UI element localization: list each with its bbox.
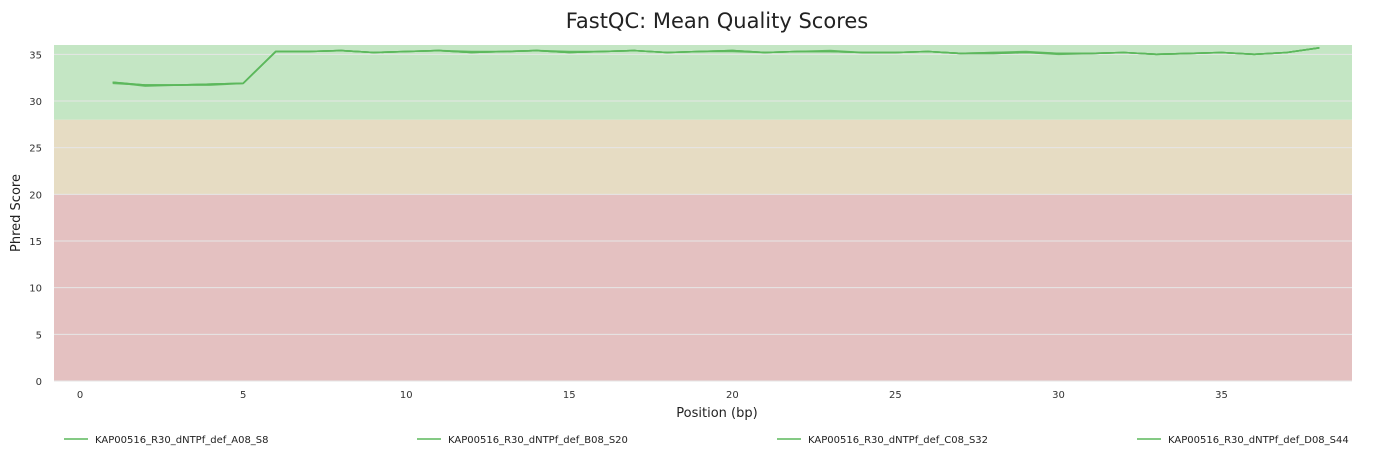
x-tick-label: 5 xyxy=(240,390,246,401)
chart-title: FastQC: Mean Quality Scores xyxy=(566,9,869,33)
y-tick-label: 20 xyxy=(29,190,42,201)
quality-band-1 xyxy=(54,119,1352,195)
legend-entry: KAP00516_R30_dNTPf_def_A08_S8 xyxy=(95,435,269,446)
legend-entry: KAP00516_R30_dNTPf_def_D08_S44 xyxy=(1168,435,1349,446)
legend-entry: KAP00516_R30_dNTPf_def_B08_S20 xyxy=(448,435,628,446)
quality-band-2 xyxy=(54,45,1352,120)
y-axis-label: Phred Score xyxy=(9,174,24,252)
x-tick-label: 0 xyxy=(77,390,83,401)
y-tick-label: 30 xyxy=(29,97,42,108)
x-tick-label: 25 xyxy=(889,390,902,401)
x-tick-label: 30 xyxy=(1052,390,1065,401)
y-tick-label: 10 xyxy=(29,284,42,295)
y-tick-label: 35 xyxy=(29,50,42,61)
y-tick-label: 5 xyxy=(36,330,42,341)
y-tick-label: 0 xyxy=(36,377,42,388)
y-tick-label: 15 xyxy=(29,237,42,248)
x-tick-label: 35 xyxy=(1215,390,1228,401)
y-tick-label: 25 xyxy=(29,144,42,155)
x-tick-label: 20 xyxy=(726,390,739,401)
series-line-3 xyxy=(112,47,1320,86)
legend-entry: KAP00516_R30_dNTPf_def_C08_S32 xyxy=(808,435,988,446)
x-tick-label: 15 xyxy=(563,390,576,401)
x-axis-label: Position (bp) xyxy=(676,406,757,421)
x-tick-label: 10 xyxy=(400,390,413,401)
legend: KAP00516_R30_dNTPf_def_A08_S8 KAP00516_R3… xyxy=(64,435,1349,446)
